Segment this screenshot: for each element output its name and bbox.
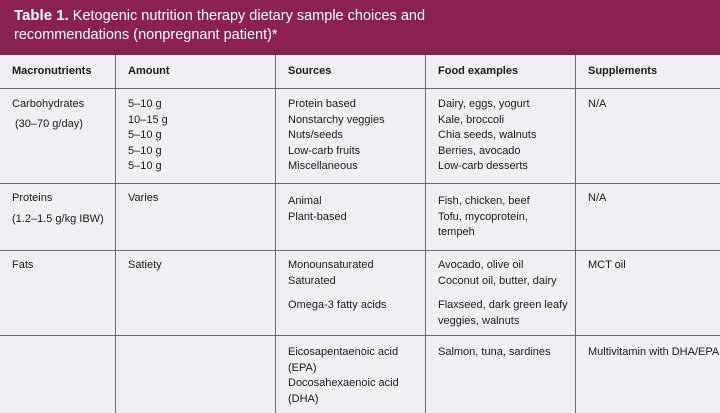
- food-item: Tofu, mycoprotein,: [438, 210, 528, 223]
- food-item: Dairy, eggs, yogurt: [438, 98, 530, 110]
- amount-value: 5–10 g: [128, 98, 162, 110]
- source-item: Nonstarchy veggies: [288, 113, 385, 126]
- amount-value: 5–10 g: [128, 160, 162, 172]
- source-item: Omega-3 fatty acids: [288, 299, 387, 311]
- table-row-omega3-detail: Eicosapentaenoic acid (EPA) Docosahexaen…: [0, 336, 720, 413]
- macro-cell: Proteins (1.2–1.5 g/kg IBW): [0, 184, 115, 250]
- nutrition-table: Macronutrients Amount Sources Food examp…: [0, 55, 720, 413]
- table-header-row: Macronutrients Amount Sources Food examp…: [0, 55, 720, 89]
- food-item: Avocado, olive oil: [438, 259, 524, 271]
- supplement-item: N/A: [588, 98, 607, 110]
- food-item: Chia seeds, walnuts: [438, 129, 537, 141]
- source-item: Saturated: [288, 274, 336, 287]
- amount-value: 10–15 g: [128, 113, 168, 126]
- macro-name: Proteins: [12, 192, 53, 204]
- table-row-fats: Fats Satiety Monounsaturated Saturated O…: [0, 251, 720, 336]
- table-caption-line2: recommendations (nonpregnant patient)*: [14, 27, 278, 43]
- sources-cell: Animal Plant-based: [275, 184, 425, 250]
- source-item: (DHA): [288, 392, 319, 405]
- macro-cell-empty: [0, 336, 115, 413]
- food-item: Kale, broccoli: [438, 113, 505, 126]
- supplements-cell: Multivitamin with DHA/EPA: [575, 336, 720, 413]
- source-item: (EPA): [288, 361, 317, 374]
- supplements-cell: MCT oil: [575, 251, 720, 335]
- source-item: Docosahexaenoic acid: [288, 377, 399, 389]
- table-row-proteins: Proteins (1.2–1.5 g/kg IBW) Varies Anima…: [0, 184, 720, 251]
- macro-cell: Fats: [0, 251, 115, 335]
- amount-value: 5–10 g: [128, 144, 162, 157]
- supplement-item: MCT oil: [588, 259, 626, 271]
- source-item: Animal: [288, 195, 322, 207]
- amount-cell: Satiety: [115, 251, 275, 335]
- macro-range: (1.2–1.5 g/kg IBW): [12, 212, 104, 225]
- macro-name: Carbohydrates: [12, 98, 85, 110]
- sources-cell: Monounsaturated Saturated Omega-3 fatty …: [275, 251, 425, 335]
- source-item: Protein based: [288, 98, 356, 110]
- source-item: Monounsaturated: [288, 259, 374, 271]
- amount-value: 5–10 g: [128, 129, 162, 141]
- food-examples-cell: Salmon, tuna, sardines: [425, 336, 575, 413]
- sources-cell: Protein based Nonstarchy veggies Nuts/se…: [275, 89, 425, 183]
- food-examples-cell: Fish, chicken, beef Tofu, mycoprotein, t…: [425, 184, 575, 250]
- food-examples-cell: Dairy, eggs, yogurt Kale, broccoli Chia …: [425, 89, 575, 183]
- table-title: Table 1. Ketogenic nutrition therapy die…: [0, 0, 720, 55]
- source-item: Miscellaneous: [288, 160, 358, 172]
- food-item: Coconut oil, butter, dairy: [438, 274, 557, 287]
- amount-cell: Varies: [115, 184, 275, 250]
- amount-cell-empty: [115, 336, 275, 413]
- sources-cell: Eicosapentaenoic acid (EPA) Docosahexaen…: [275, 336, 425, 413]
- header-sources: Sources: [275, 55, 425, 88]
- macro-range: (30–70 g/day): [15, 117, 83, 130]
- food-item: Flaxseed, dark green leafy: [438, 299, 568, 311]
- food-item: Low-carb desserts: [438, 160, 528, 172]
- source-item: Low-carb fruits: [288, 144, 361, 157]
- macro-name: Fats: [12, 259, 34, 271]
- macro-cell: Carbohydrates (30–70 g/day): [0, 89, 115, 183]
- supplements-cell: N/A: [575, 89, 720, 183]
- food-item: Berries, avocado: [438, 144, 521, 157]
- header-food-examples: Food examples: [425, 55, 575, 88]
- food-item: Salmon, tuna, sardines: [438, 346, 551, 358]
- header-macronutrients: Macronutrients: [12, 65, 92, 77]
- amount-value: Satiety: [128, 259, 162, 271]
- header-supplements: Supplements: [575, 55, 720, 88]
- food-item: Fish, chicken, beef: [438, 195, 530, 207]
- source-item: Eicosapentaenoic acid: [288, 346, 399, 358]
- amount-cell: 5–10 g 10–15 g 5–10 g 5–10 g 5–10 g: [115, 89, 275, 183]
- supplements-cell: N/A: [575, 184, 720, 250]
- header-amount: Amount: [115, 55, 275, 88]
- source-item: Nuts/seeds: [288, 129, 344, 141]
- amount-value: Varies: [128, 192, 159, 204]
- table-row-carbohydrates: Carbohydrates (30–70 g/day) 5–10 g 10–15…: [0, 89, 720, 184]
- food-item: veggies, walnuts: [438, 314, 520, 327]
- supplement-item: N/A: [588, 192, 607, 204]
- supplement-item: Multivitamin with DHA/EPA: [588, 346, 720, 358]
- source-item: Plant-based: [288, 210, 347, 223]
- table-number: Table 1.: [14, 7, 69, 24]
- food-examples-cell: Avocado, olive oil Coconut oil, butter, …: [425, 251, 575, 335]
- table-caption-line1: Ketogenic nutrition therapy dietary samp…: [68, 8, 426, 24]
- food-item: tempeh: [438, 226, 475, 238]
